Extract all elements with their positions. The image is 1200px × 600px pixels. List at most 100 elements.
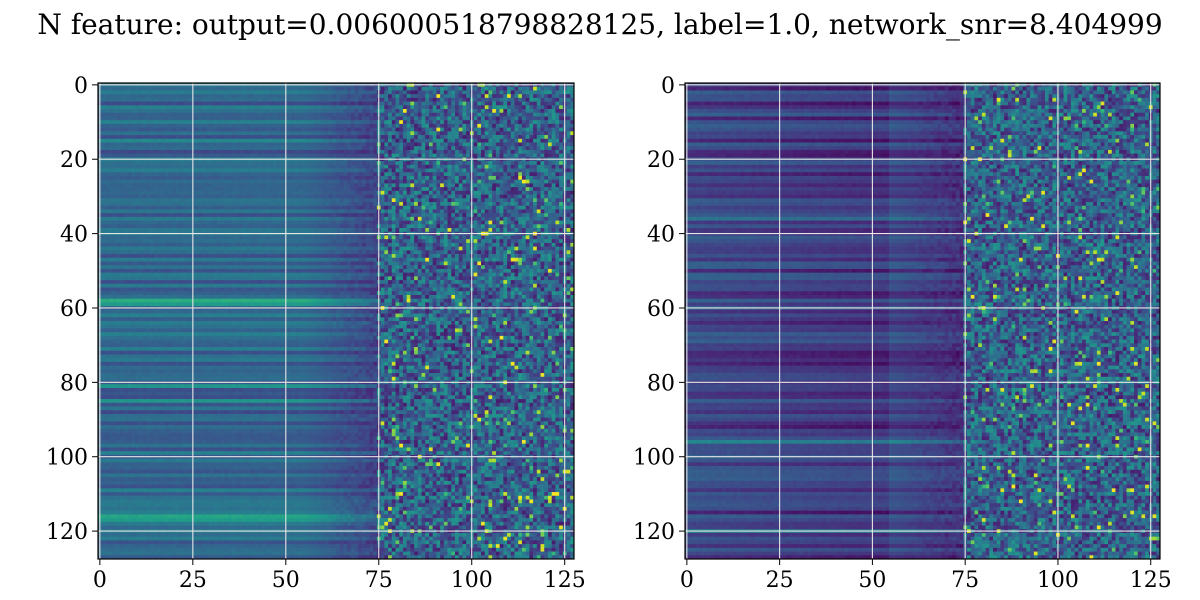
heatmap-cell bbox=[254, 109, 258, 113]
heatmap-cell bbox=[422, 180, 426, 184]
heatmap-cell bbox=[198, 176, 202, 180]
heatmap-cell bbox=[288, 87, 292, 91]
heatmap-cell bbox=[102, 146, 106, 150]
heatmap-cell bbox=[396, 165, 400, 169]
heatmap-cell bbox=[310, 172, 314, 176]
heatmap-cell bbox=[459, 120, 463, 124]
heatmap-cell bbox=[321, 98, 325, 102]
heatmap-cell bbox=[485, 154, 489, 158]
heatmap-cell bbox=[243, 120, 247, 124]
heatmap-cell bbox=[362, 165, 366, 169]
heatmap-cell bbox=[176, 150, 180, 154]
heatmap-cell bbox=[355, 105, 359, 109]
heatmap-cell bbox=[247, 116, 251, 120]
heatmap-cell bbox=[369, 169, 373, 173]
heatmap-cell bbox=[392, 143, 396, 147]
heatmap-cell bbox=[518, 139, 522, 143]
heatmap-cell bbox=[522, 128, 526, 132]
heatmap-cell bbox=[455, 98, 459, 102]
heatmap-cell bbox=[317, 135, 321, 139]
heatmap-cell bbox=[113, 176, 117, 180]
heatmap-cell bbox=[559, 94, 563, 98]
heatmap-cell bbox=[440, 105, 444, 109]
heatmap-cell bbox=[481, 124, 485, 128]
heatmap-cell bbox=[210, 98, 214, 102]
heatmap-cell bbox=[258, 180, 262, 184]
heatmap-cell bbox=[198, 139, 202, 143]
heatmap-cell bbox=[176, 183, 180, 187]
heatmap-cell bbox=[258, 109, 262, 113]
heatmap-cell bbox=[425, 161, 429, 165]
heatmap-cell bbox=[295, 169, 299, 173]
heatmap-cell bbox=[146, 102, 150, 106]
heatmap-cell bbox=[455, 116, 459, 120]
heatmap-cell bbox=[303, 98, 307, 102]
heatmap-cell bbox=[187, 102, 191, 106]
heatmap-cell bbox=[150, 94, 154, 98]
heatmap-cell bbox=[150, 176, 154, 180]
heatmap-cell bbox=[113, 183, 117, 187]
heatmap-cell bbox=[347, 98, 351, 102]
heatmap-cell bbox=[139, 146, 143, 150]
heatmap-cell bbox=[150, 150, 154, 154]
heatmap-cell bbox=[120, 128, 124, 132]
heatmap-cell bbox=[143, 165, 147, 169]
heatmap-cell bbox=[462, 128, 466, 132]
heatmap-cell bbox=[154, 124, 158, 128]
heatmap-cell bbox=[321, 120, 325, 124]
heatmap-cell bbox=[258, 94, 262, 98]
heatmap-cell bbox=[210, 94, 214, 98]
heatmap-cell bbox=[236, 109, 240, 113]
heatmap-cell bbox=[317, 131, 321, 135]
heatmap-cell bbox=[451, 154, 455, 158]
heatmap-cell bbox=[232, 105, 236, 109]
heatmap-cell bbox=[154, 165, 158, 169]
heatmap-cell bbox=[158, 139, 162, 143]
heatmap-cell bbox=[277, 116, 281, 120]
heatmap-cell bbox=[410, 94, 414, 98]
heatmap-cell bbox=[236, 176, 240, 180]
heatmap-cell bbox=[165, 113, 169, 117]
heatmap-cell bbox=[369, 109, 373, 113]
heatmap-cell bbox=[444, 165, 448, 169]
heatmap-cell bbox=[146, 87, 150, 91]
heatmap-cell bbox=[210, 139, 214, 143]
heatmap-cell bbox=[102, 139, 106, 143]
heatmap-cell bbox=[440, 128, 444, 132]
heatmap-cell bbox=[124, 120, 128, 124]
heatmap-cell bbox=[533, 120, 537, 124]
heatmap-cell bbox=[325, 113, 329, 117]
heatmap-cell bbox=[384, 102, 388, 106]
heatmap-cell bbox=[358, 131, 362, 135]
heatmap-cell bbox=[429, 143, 433, 147]
heatmap-cell bbox=[176, 169, 180, 173]
heatmap-cell bbox=[303, 154, 307, 158]
heatmap-cell bbox=[396, 180, 400, 184]
heatmap-cell bbox=[336, 139, 340, 143]
heatmap-cell bbox=[243, 90, 247, 94]
heatmap-cell bbox=[552, 105, 556, 109]
heatmap-cell bbox=[366, 120, 370, 124]
heatmap-cell bbox=[206, 116, 210, 120]
heatmap-cell bbox=[485, 161, 489, 165]
heatmap-cell bbox=[462, 176, 466, 180]
heatmap-cell bbox=[314, 113, 318, 117]
heatmap-cell bbox=[109, 150, 113, 154]
heatmap-cell bbox=[433, 105, 437, 109]
heatmap-cell bbox=[537, 102, 541, 106]
heatmap-cell bbox=[451, 172, 455, 176]
heatmap-cell bbox=[120, 176, 124, 180]
heatmap-cell bbox=[154, 120, 158, 124]
heatmap-cell bbox=[418, 98, 422, 102]
heatmap-cell bbox=[369, 131, 373, 135]
heatmap-cell bbox=[396, 154, 400, 158]
heatmap-cell bbox=[210, 116, 214, 120]
heatmap-cell bbox=[388, 165, 392, 169]
heatmap-cell bbox=[131, 154, 135, 158]
heatmap-cell bbox=[109, 169, 113, 173]
heatmap-cell bbox=[265, 105, 269, 109]
heatmap-cell bbox=[306, 146, 310, 150]
heatmap-cell bbox=[303, 165, 307, 169]
heatmap-cell bbox=[414, 105, 418, 109]
heatmap-cell bbox=[202, 131, 206, 135]
